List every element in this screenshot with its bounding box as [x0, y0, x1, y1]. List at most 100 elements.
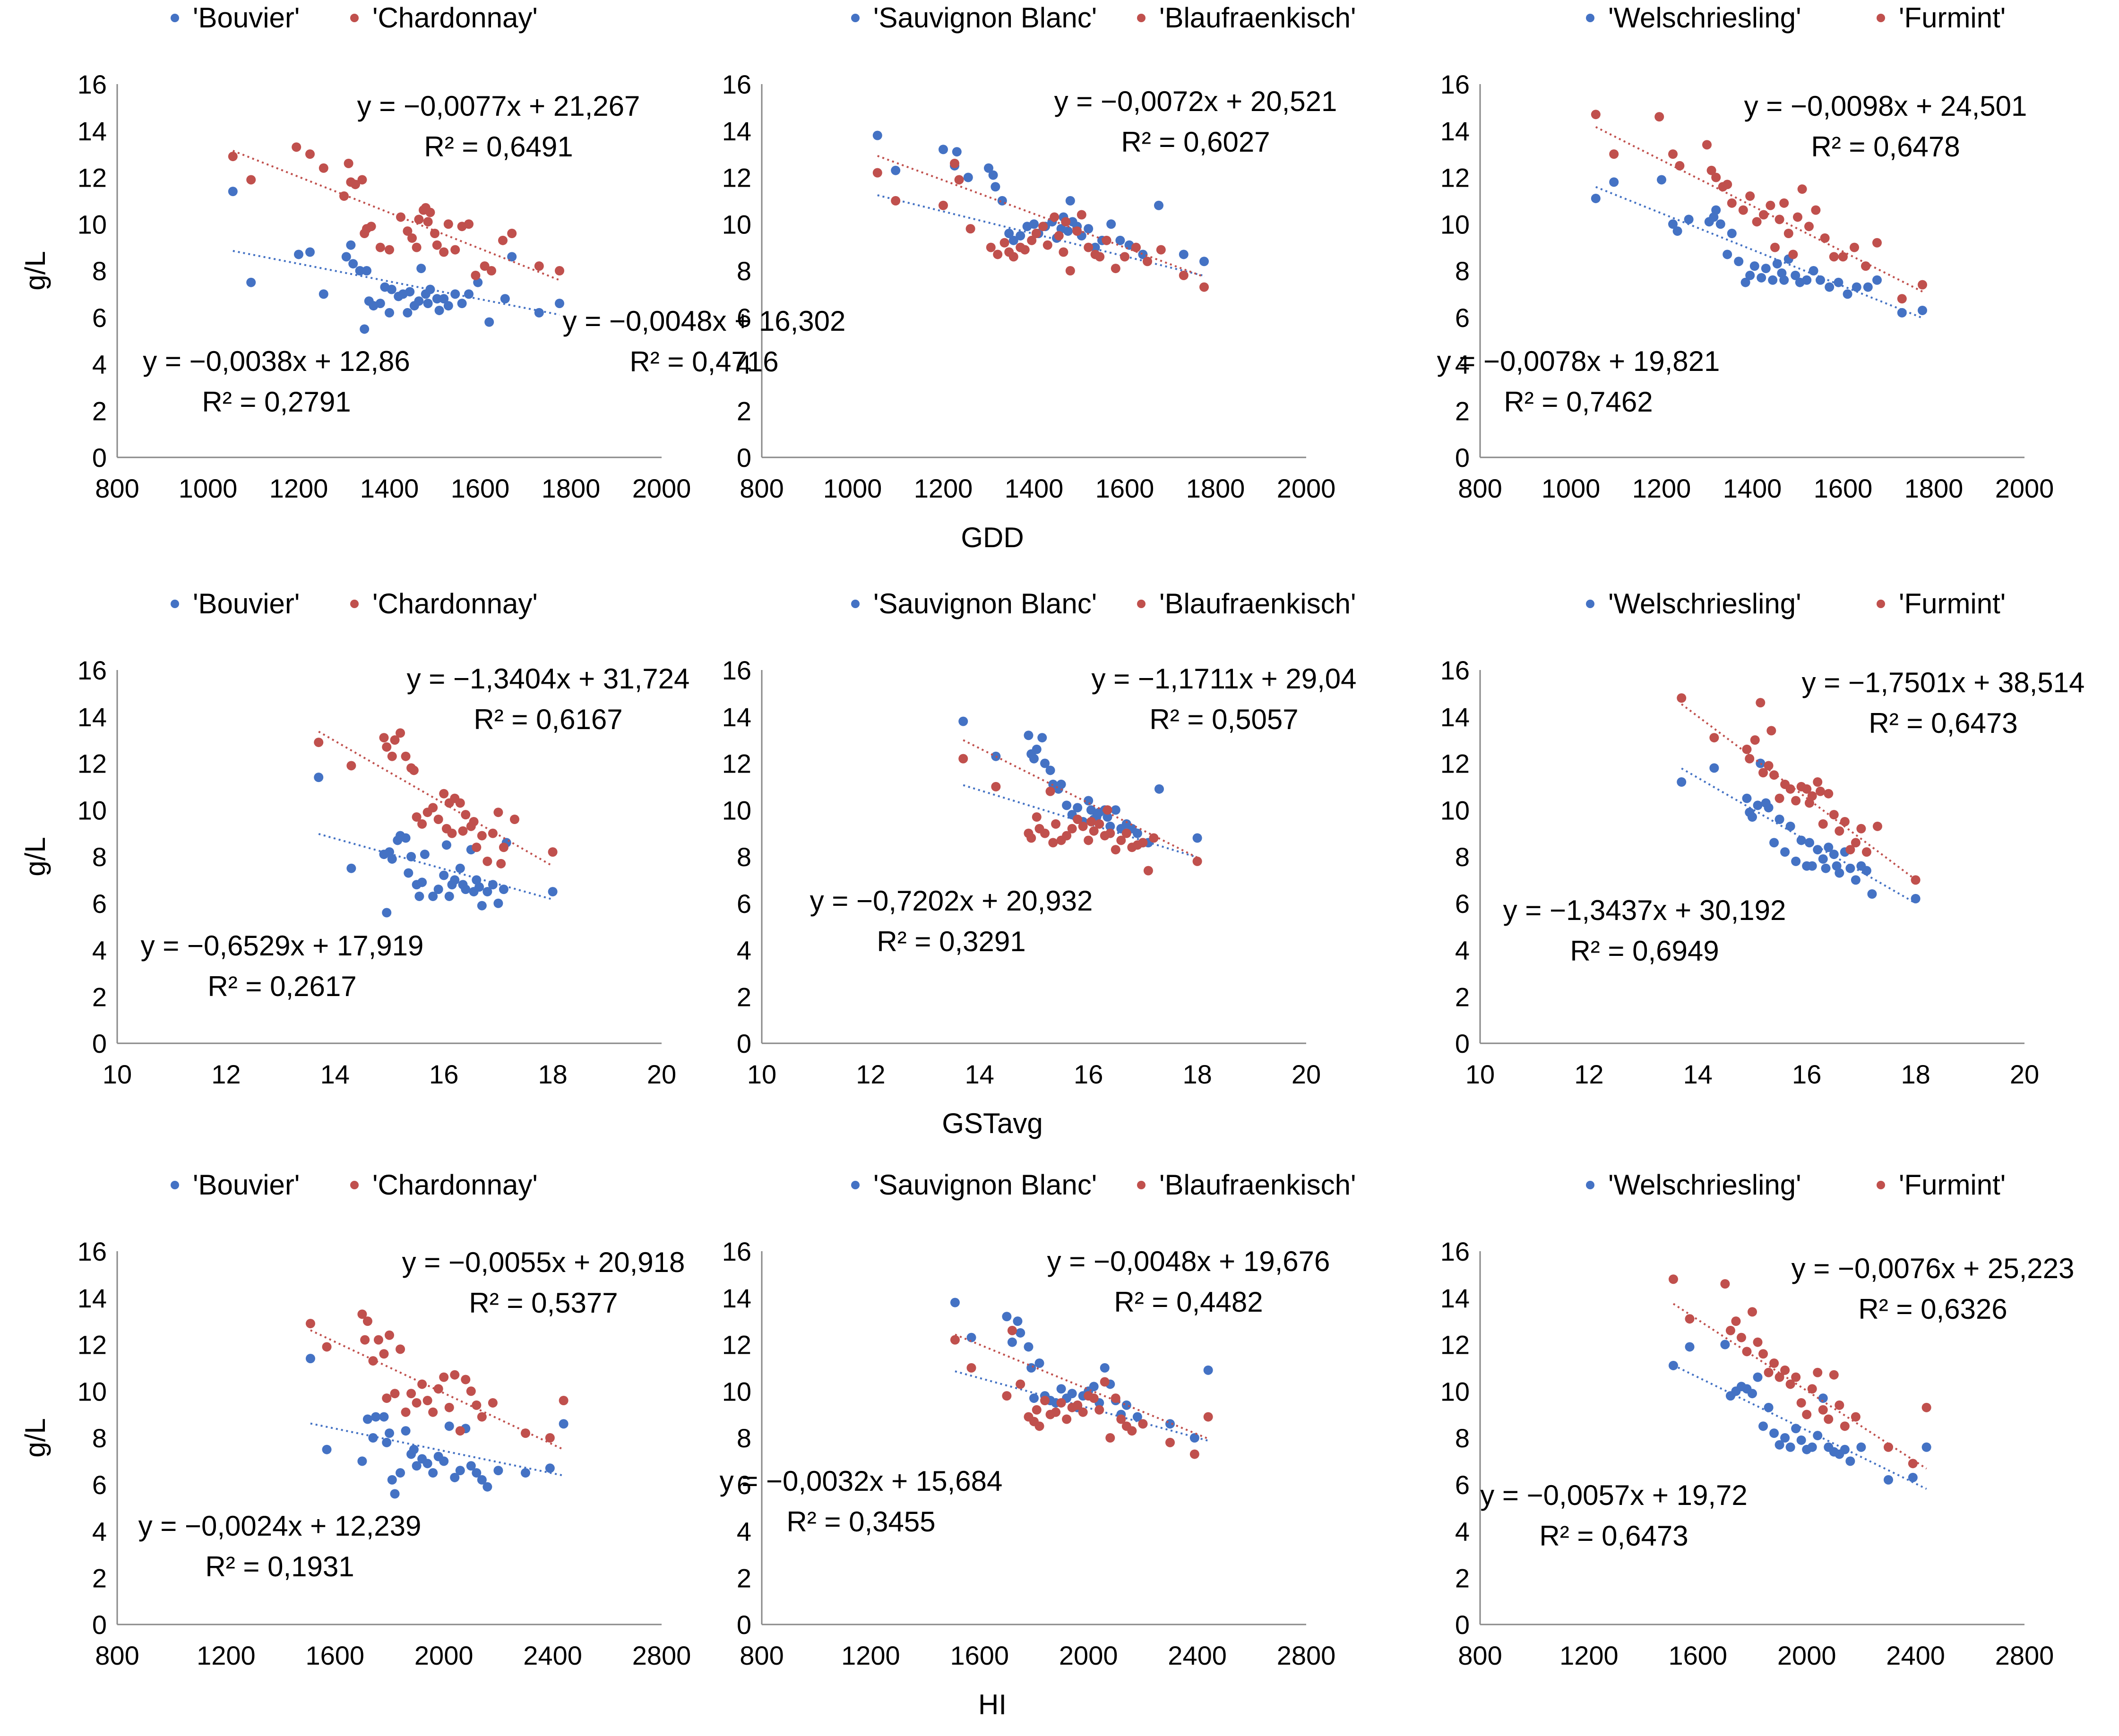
- data-point-blue: [1016, 1328, 1025, 1338]
- trend-equation: y = −1,1711x + 29,04: [1091, 663, 1356, 695]
- data-point-red: [305, 1319, 315, 1329]
- data-point-red: [1759, 210, 1768, 220]
- data-point-blue: [444, 891, 454, 901]
- data-point-red: [958, 754, 968, 764]
- y-tick-label: 6: [92, 889, 107, 919]
- data-point-blue: [444, 1421, 454, 1431]
- data-point-blue: [1835, 868, 1844, 878]
- trendline-blue: [1681, 767, 1916, 904]
- data-point-blue: [455, 1466, 465, 1476]
- data-point-blue: [1779, 275, 1789, 285]
- r-squared-label: R² = 0,6491: [424, 131, 573, 163]
- x-tick-label: 1200: [269, 473, 328, 503]
- data-point-red: [428, 1407, 438, 1417]
- data-point-red: [428, 803, 438, 813]
- data-point-red: [1818, 819, 1828, 829]
- data-point-red: [228, 152, 238, 162]
- trend-equation: y = −0,0078x + 19,821: [1437, 345, 1720, 377]
- y-tick-label: 8: [737, 256, 751, 286]
- data-point-red: [555, 266, 564, 275]
- trend-equation: y = −1,3404x + 31,724: [407, 663, 690, 695]
- data-point-blue: [368, 1433, 378, 1443]
- data-point-red: [1032, 1405, 1042, 1415]
- legend-marker-red: [1877, 14, 1885, 22]
- data-point-red: [466, 1386, 476, 1396]
- trendline-red: [318, 730, 553, 867]
- data-point-red: [401, 751, 411, 761]
- data-point-blue: [1189, 1433, 1199, 1443]
- data-point-red: [357, 1309, 367, 1319]
- data-point-red: [246, 175, 256, 185]
- data-point-red: [1084, 835, 1094, 845]
- y-tick-label: 4: [1455, 1517, 1470, 1547]
- data-point-red: [1850, 242, 1859, 252]
- y-tick-label: 12: [78, 1330, 107, 1360]
- data-point-red: [1026, 833, 1036, 843]
- data-point-blue: [534, 308, 544, 318]
- data-point-red: [1654, 112, 1664, 122]
- data-point-blue: [390, 1489, 400, 1499]
- data-point-blue: [385, 308, 394, 318]
- data-point-blue: [488, 880, 498, 890]
- y-tick-label: 12: [1440, 163, 1470, 193]
- y-tick-label: 14: [1440, 1283, 1470, 1313]
- data-point-blue: [1004, 229, 1014, 238]
- data-point-red: [1073, 815, 1083, 824]
- y-tick-label: 2: [737, 1563, 751, 1593]
- trendline-red: [1672, 1303, 1927, 1470]
- data-point-red: [1797, 184, 1807, 194]
- data-point-blue: [1911, 894, 1921, 903]
- data-point-blue: [1179, 249, 1189, 259]
- data-point-blue: [416, 264, 426, 274]
- data-point-blue: [1748, 812, 1757, 822]
- data-point-blue: [472, 1468, 482, 1478]
- data-point-red: [966, 1363, 976, 1373]
- data-point-red: [1758, 1349, 1768, 1359]
- data-point-red: [1027, 235, 1037, 245]
- legend-label: 'Sauvignon Blanc': [873, 588, 1097, 619]
- data-point-blue: [360, 324, 370, 334]
- data-point-red: [1095, 252, 1105, 262]
- x-tick-label: 20: [1292, 1059, 1321, 1089]
- data-point-red: [1131, 242, 1141, 252]
- data-point-blue: [1657, 175, 1666, 185]
- data-point-red: [417, 819, 427, 829]
- data-point-blue: [482, 887, 492, 897]
- x-tick-label: 800: [1458, 473, 1502, 503]
- data-point-red: [422, 1396, 432, 1405]
- data-point-red: [458, 826, 468, 836]
- y-tick-label: 8: [1455, 1423, 1470, 1453]
- y-tick-label: 0: [737, 1610, 751, 1640]
- x-tick-label: 2400: [1886, 1641, 1945, 1670]
- data-point-blue: [1067, 1389, 1077, 1399]
- data-point-red: [482, 856, 492, 866]
- data-point-blue: [464, 289, 474, 299]
- r-squared-label: R² = 0,6949: [1570, 935, 1719, 967]
- data-point-blue: [1807, 861, 1817, 871]
- data-point-blue: [341, 252, 351, 262]
- data-point-blue: [1768, 275, 1778, 285]
- x-tick-label: 1600: [1814, 473, 1873, 503]
- data-point-blue: [1818, 1393, 1828, 1403]
- data-point-blue: [1026, 1363, 1036, 1373]
- data-point-blue: [433, 885, 443, 894]
- data-point-blue: [545, 1463, 555, 1473]
- data-point-blue: [441, 840, 451, 850]
- data-point-red: [1077, 210, 1086, 220]
- data-point-red: [991, 782, 1001, 791]
- r-squared-label: R² = 0,6027: [1121, 126, 1270, 158]
- data-point-red: [477, 1412, 487, 1422]
- x-tick-label: 1600: [306, 1641, 365, 1670]
- data-point-blue: [493, 1466, 503, 1476]
- y-tick-label: 0: [737, 443, 751, 473]
- data-point-red: [396, 1344, 405, 1354]
- x-axis-title: GSTavg: [942, 1108, 1042, 1139]
- legend-marker-red: [1137, 600, 1146, 608]
- data-point-red: [1016, 1379, 1025, 1389]
- data-point-red: [1179, 270, 1189, 280]
- legend-label: 'Blaufraenkisch': [1159, 588, 1356, 619]
- data-point-blue: [1780, 1433, 1790, 1443]
- data-point-blue: [1825, 282, 1835, 292]
- data-point-blue: [1791, 1424, 1801, 1434]
- data-point-blue: [1106, 219, 1116, 229]
